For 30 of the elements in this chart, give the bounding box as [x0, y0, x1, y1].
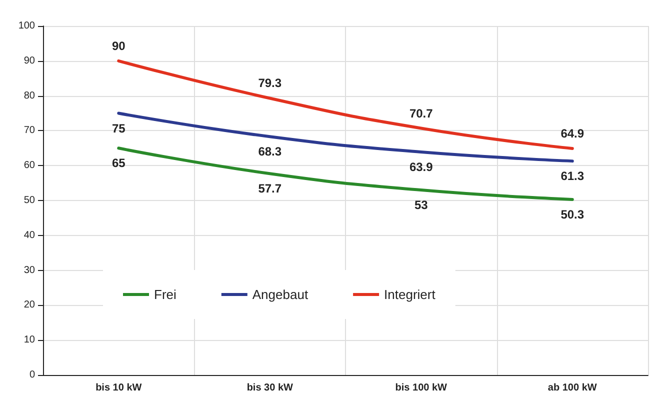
legend-label: Frei	[154, 287, 176, 302]
data-label: 53	[414, 198, 428, 212]
data-label: 63.9	[409, 160, 434, 174]
data-label: 57.7	[258, 182, 282, 196]
data-label: 64.9	[560, 126, 584, 140]
x-tick-label: ab 100 kW	[548, 382, 598, 394]
data-label: 65	[112, 156, 126, 170]
y-tick-label: 90	[24, 55, 36, 66]
data-label: 75	[112, 121, 126, 136]
y-tick-label: 0	[29, 370, 36, 380]
y-tick-label: 70	[24, 125, 36, 136]
y-tick-label: 50	[24, 195, 36, 206]
y-tick-label: 10	[24, 334, 36, 346]
y-tick-label: 60	[24, 160, 36, 172]
data-label: 61.3	[560, 169, 584, 184]
y-tick-label: 80	[24, 90, 36, 102]
data-label: 79.3	[258, 76, 282, 90]
x-tick-label: bis 100 kW	[395, 382, 448, 394]
data-label: 68.3	[258, 144, 282, 159]
data-label: 50.3	[560, 207, 584, 222]
x-tick-label: bis 10 kW	[96, 382, 142, 394]
y-tick-label: 20	[24, 300, 36, 311]
data-label: 90	[112, 38, 126, 53]
legend-label: Angebaut	[252, 287, 308, 302]
legend-label: Integriert	[384, 287, 436, 302]
x-tick-label: bis 30 kW	[246, 382, 294, 394]
y-tick-label: 40	[24, 230, 36, 241]
data-label: 70.7	[409, 106, 434, 120]
y-tick-label: 30	[24, 264, 36, 276]
y-tick-label: 100	[18, 20, 36, 32]
